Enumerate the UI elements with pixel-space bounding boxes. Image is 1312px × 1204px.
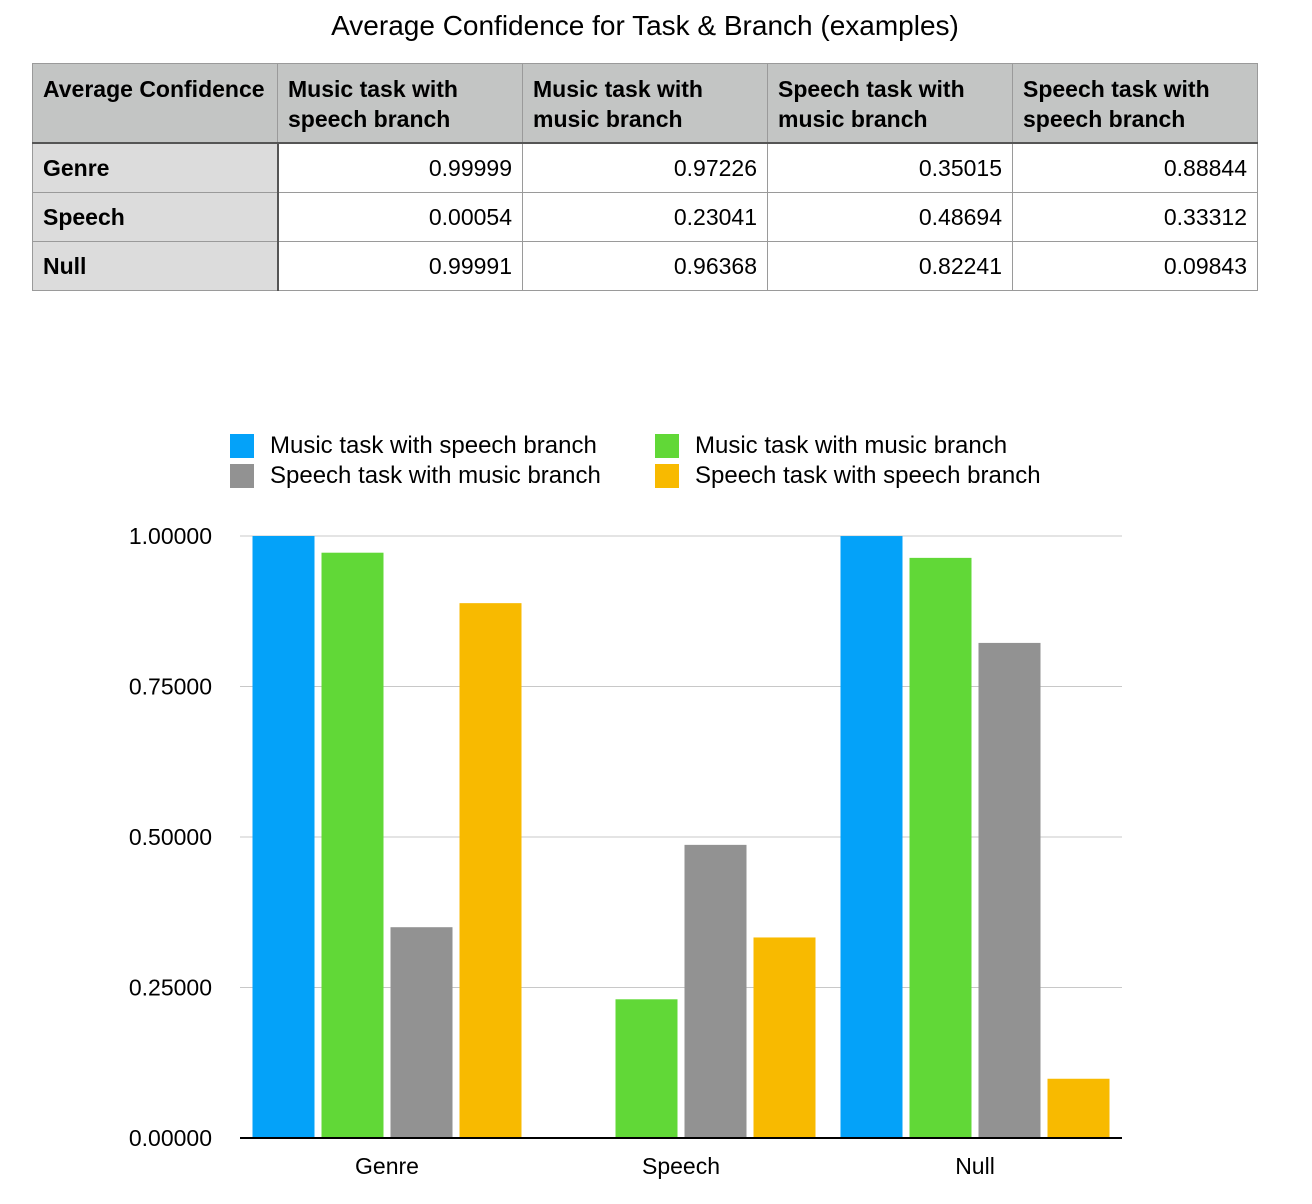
y-tick-label: 0.50000 <box>129 824 212 850</box>
table-header-row: Average Confidence Music task with speec… <box>32 63 1258 144</box>
bar-genre-series-2 <box>321 552 384 1138</box>
bar-null-series-1 <box>840 536 903 1138</box>
legend-label: Music task with speech branch <box>270 432 597 459</box>
bar-speech-series-2 <box>615 999 678 1138</box>
x-tick-label: Genre <box>355 1153 419 1179</box>
bar-genre-series-1 <box>252 536 315 1138</box>
table-cell: 0.82241 <box>767 241 1013 291</box>
row-header: Speech <box>32 192 279 242</box>
column-header: Speech task with speech branch <box>1012 63 1258 144</box>
confidence-table: Average Confidence Music task with speec… <box>32 63 1258 291</box>
bar-null-series-2 <box>909 557 972 1138</box>
table-cell: 0.48694 <box>767 192 1013 242</box>
legend-item: Speech task with music branch <box>230 462 601 490</box>
table-row: Genre 0.99999 0.97226 0.35015 0.88844 <box>32 142 1258 193</box>
page-title: Average Confidence for Task & Branch (ex… <box>331 10 959 41</box>
table-row: Null 0.99991 0.96368 0.82241 0.09843 <box>32 241 1258 291</box>
table-cell: 0.99991 <box>277 241 523 291</box>
y-tick-label: 1.00000 <box>129 523 212 549</box>
table-row: Speech 0.00054 0.23041 0.48694 0.33312 <box>32 192 1258 242</box>
y-tick-label: 0.00000 <box>129 1125 212 1151</box>
bar-genre-series-4 <box>459 603 522 1138</box>
legend-item: Music task with music branch <box>655 432 1007 460</box>
table-cell: 0.33312 <box>1012 192 1258 242</box>
table-cell: 0.96368 <box>522 241 768 291</box>
row-header: Null <box>32 241 279 291</box>
column-header: Music task with music branch <box>522 63 768 144</box>
legend-label: Speech task with music branch <box>270 462 601 489</box>
table-cell: 0.35015 <box>767 142 1013 193</box>
legend-swatch <box>230 464 254 488</box>
column-header: Music task with speech branch <box>277 63 523 144</box>
column-header: Speech task with music branch <box>767 63 1013 144</box>
bar-null-series-4 <box>1047 1078 1110 1138</box>
row-header: Genre <box>32 142 279 193</box>
legend-item: Speech task with speech branch <box>655 462 1041 490</box>
legend-swatch <box>230 434 254 458</box>
legend-item: Music task with speech branch <box>230 432 597 460</box>
legend-swatch <box>655 434 679 458</box>
bar-genre-series-3 <box>390 927 453 1138</box>
bar-speech-series-3 <box>684 844 747 1138</box>
bar-null-series-3 <box>978 642 1041 1138</box>
legend-swatch <box>655 464 679 488</box>
bar-speech-series-4 <box>753 937 816 1138</box>
table-cell: 0.99999 <box>277 142 523 193</box>
table-cell: 0.09843 <box>1012 241 1258 291</box>
x-tick-label: Null <box>955 1153 995 1179</box>
y-tick-label: 0.25000 <box>129 975 212 1001</box>
legend-label: Music task with music branch <box>695 432 1008 459</box>
legend-label: Speech task with speech branch <box>695 462 1041 489</box>
x-tick-label: Speech <box>642 1153 720 1179</box>
table-cell: 0.88844 <box>1012 142 1258 193</box>
table-corner-header: Average Confidence <box>32 63 278 144</box>
table-cell: 0.97226 <box>522 142 768 193</box>
y-tick-label: 0.75000 <box>129 674 212 700</box>
table-cell: 0.23041 <box>522 192 768 242</box>
